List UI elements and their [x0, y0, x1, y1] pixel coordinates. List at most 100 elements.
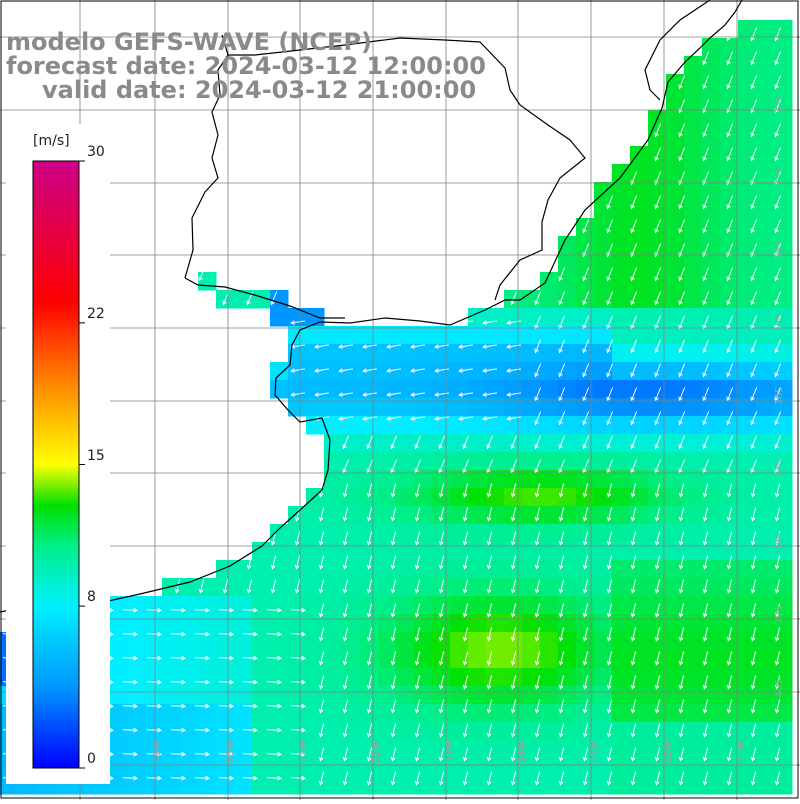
- wind-arrow: [438, 459, 446, 474]
- wind-cell: [486, 506, 505, 525]
- wind-arrow: [630, 219, 638, 234]
- wind-arrow: [218, 679, 235, 685]
- wind-cell: [612, 380, 631, 399]
- wind-cell: [288, 398, 307, 417]
- wind-cell: [468, 632, 487, 651]
- wind-cell: [558, 578, 577, 597]
- wind-arrow: [774, 675, 781, 690]
- wind-cell: [738, 398, 757, 417]
- wind-cell: [414, 632, 433, 651]
- wind-cell: [342, 524, 361, 543]
- wind-cell: [612, 524, 631, 543]
- wind-arrow: [318, 675, 325, 690]
- wind-arrow: [390, 555, 397, 570]
- wind-arrow: [630, 675, 637, 690]
- wind-cell: [756, 434, 775, 453]
- wind-arrow: [750, 267, 758, 282]
- wind-cell: [630, 272, 649, 291]
- wind-cell: [756, 416, 775, 435]
- wind-cell: [684, 452, 703, 471]
- wind-arrow: [362, 392, 377, 397]
- wind-cell: [180, 776, 199, 795]
- wind-cell: [414, 560, 433, 579]
- wind-cell: [306, 614, 325, 633]
- wind-cell: [774, 272, 793, 291]
- wind-cell: [684, 560, 703, 579]
- wind-cell: [450, 542, 469, 561]
- wind-cell: [342, 560, 361, 579]
- wind-cell: [594, 740, 613, 759]
- wind-cell: [378, 668, 397, 687]
- wind-cell: [324, 704, 343, 723]
- wind-arrow: [606, 363, 614, 378]
- wind-cell: [126, 776, 145, 795]
- wind-cell: [612, 416, 631, 435]
- wind-arrow: [726, 123, 734, 138]
- wind-cell: [396, 758, 415, 777]
- wind-cell: [414, 344, 433, 363]
- wind-cell: [558, 434, 577, 453]
- wind-cell: [396, 560, 415, 579]
- wind-cell: [540, 434, 559, 453]
- wind-cell: [288, 668, 307, 687]
- wind-arrow: [726, 675, 733, 690]
- wind-cell: [774, 128, 793, 147]
- wind-cell: [558, 560, 577, 579]
- wind-cell: [648, 560, 667, 579]
- wind-cell: [558, 416, 577, 435]
- wind-cell: [414, 578, 433, 597]
- wind-cell: [558, 344, 577, 363]
- wind-cell: [558, 650, 577, 669]
- wind-cell: [486, 596, 505, 615]
- wind-arrow: [390, 507, 397, 522]
- wind-arrow: [338, 416, 353, 421]
- wind-cell: [450, 488, 469, 507]
- wind-cell: [666, 596, 685, 615]
- wind-arrow: [726, 267, 734, 282]
- wind-cell: [558, 740, 577, 759]
- colorbar-tick-label: 8: [87, 589, 96, 606]
- wind-arrow: [582, 315, 590, 330]
- wind-arrow: [534, 339, 542, 354]
- wind-cell: [504, 686, 523, 705]
- wind-cell: [504, 614, 523, 633]
- wind-arrow: [678, 483, 685, 498]
- wind-arrow: [462, 627, 469, 642]
- wind-arrow: [678, 723, 685, 738]
- wind-arrow: [170, 727, 187, 733]
- wind-cell: [540, 632, 559, 651]
- wind-cell: [486, 434, 505, 453]
- lat-label: 34S: [774, 240, 785, 259]
- wind-cell: [522, 452, 541, 471]
- wind-arrow: [534, 603, 541, 618]
- wind-arrow: [486, 555, 493, 570]
- wind-cell: [342, 758, 361, 777]
- wind-arrow: [338, 392, 353, 397]
- wind-cell: [756, 614, 775, 633]
- wind-arrow: [290, 655, 307, 661]
- wind-cell: [162, 596, 181, 615]
- wind-arrow: [366, 507, 373, 522]
- wind-cell: [666, 470, 685, 489]
- wind-cell: [450, 398, 469, 417]
- wind-arrow: [122, 727, 139, 733]
- wind-cell: [450, 668, 469, 687]
- wind-cell: [270, 560, 289, 579]
- wind-arrow: [606, 435, 614, 450]
- wind-cell: [630, 398, 649, 417]
- wind-cell: [720, 758, 739, 777]
- wind-arrow: [462, 555, 469, 570]
- wind-cell: [594, 452, 613, 471]
- wind-cell: [774, 722, 793, 741]
- wind-cell: [324, 740, 343, 759]
- wind-cell: [486, 776, 505, 795]
- wind-cell: [738, 488, 757, 507]
- wind-arrow: [438, 627, 445, 642]
- wind-cell: [522, 398, 541, 417]
- wind-cell: [306, 380, 325, 399]
- wind-cell: [468, 740, 487, 759]
- wind-arrow: [582, 747, 589, 762]
- wind-arrow: [438, 699, 445, 714]
- wind-arrow: [606, 315, 614, 330]
